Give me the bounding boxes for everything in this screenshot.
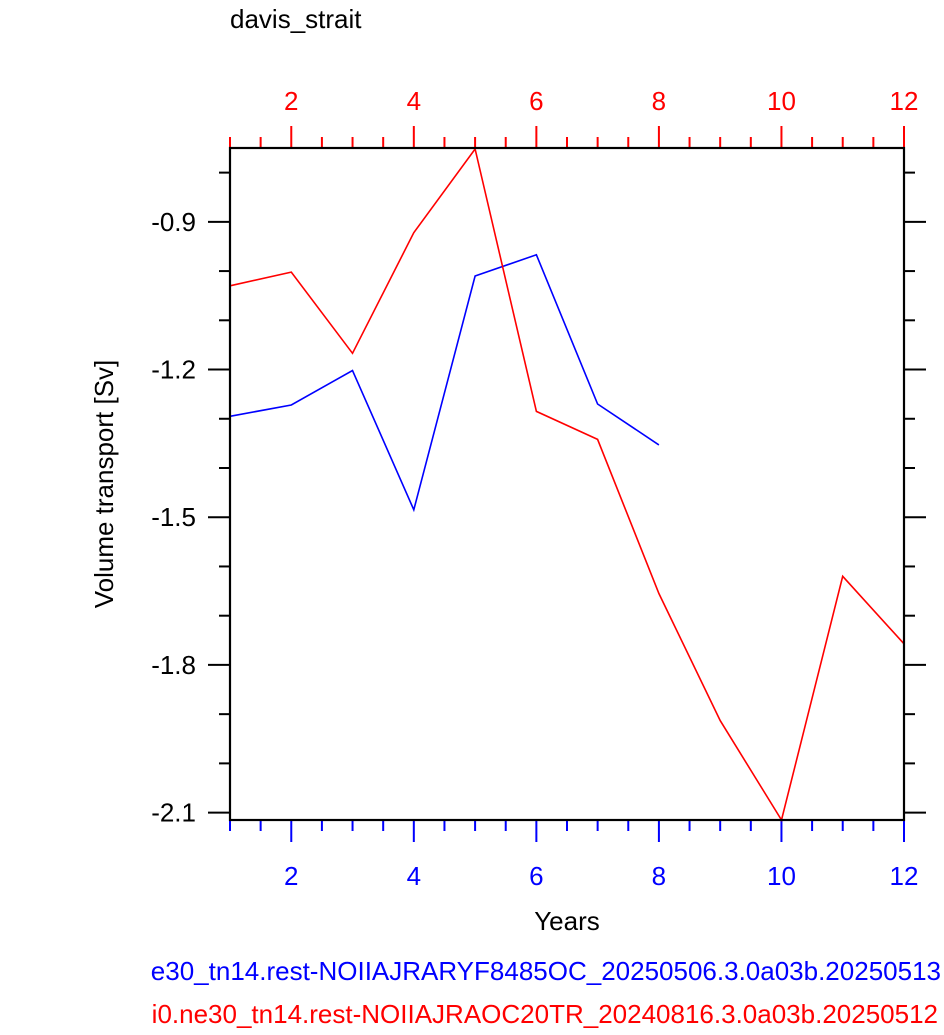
- y-tick-label: -2.1: [151, 798, 196, 828]
- top-tick-label: 4: [407, 86, 421, 116]
- series-line-blue: [229, 253, 660, 513]
- x-tick-label: 8: [652, 861, 666, 891]
- legend-entry-red: i0.ne30_tn14.rest-NOIIAJRAOC20TR_2024081…: [152, 999, 938, 1029]
- top-axis: 2 4 6 8 10 12: [229, 86, 919, 148]
- x-tick-label: 12: [890, 861, 919, 891]
- x-axis-label: Years: [534, 906, 600, 936]
- left-axis: -0.9 -1.2 -1.5 -1.8 -2.1: [151, 171, 230, 828]
- bottom-axis: 2 4 6 8 10 12: [229, 820, 919, 891]
- chart-title: davis_strait: [230, 4, 362, 34]
- legend-entry-blue: e30_tn14.rest-NOIIAJRARYF8485OC_20250506…: [151, 956, 941, 986]
- top-tick-label: 8: [652, 86, 666, 116]
- x-tick-label: 6: [529, 861, 543, 891]
- top-tick-label: 2: [284, 86, 298, 116]
- top-tick-label: 10: [767, 86, 796, 116]
- right-axis: [904, 171, 926, 814]
- plot-frame: [228, 146, 906, 822]
- y-tick-label: -1.2: [151, 355, 196, 385]
- x-tick-label: 2: [284, 861, 298, 891]
- y-tick-label: -0.9: [151, 207, 196, 237]
- top-tick-label: 12: [890, 86, 919, 116]
- x-tick-label: 10: [767, 861, 796, 891]
- top-tick-label: 6: [529, 86, 543, 116]
- series-line-red: [229, 147, 905, 823]
- y-tick-label: -1.5: [151, 502, 196, 532]
- y-axis-label: Volume transport [Sv]: [89, 360, 119, 609]
- y-tick-label: -1.8: [151, 650, 196, 680]
- series-lines: [229, 147, 905, 823]
- x-tick-label: 4: [407, 861, 421, 891]
